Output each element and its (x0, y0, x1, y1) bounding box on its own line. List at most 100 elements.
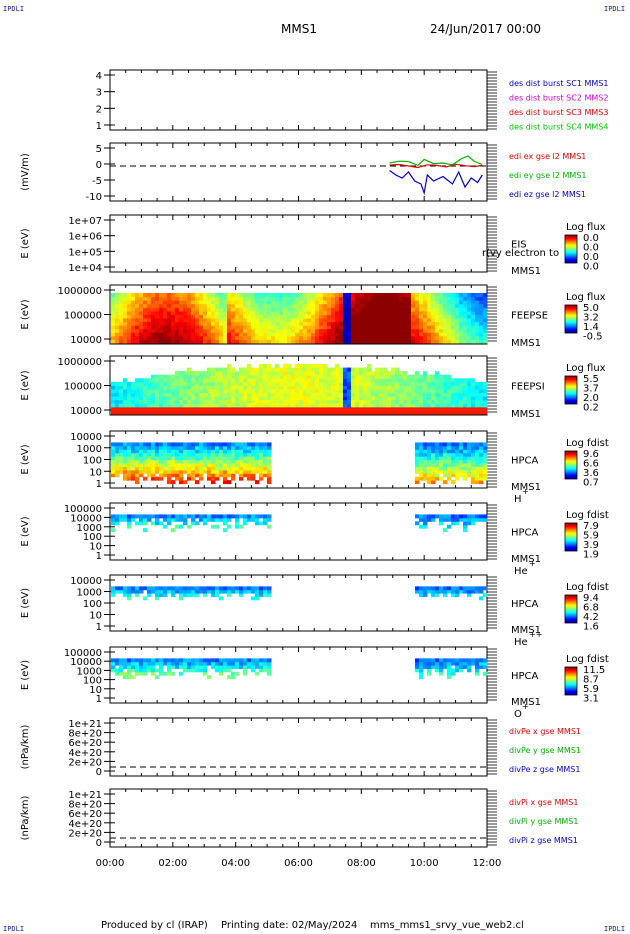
heatmap-cell (431, 410, 436, 415)
heatmap-cell (211, 517, 216, 522)
y-axis-label: E (eV) (20, 516, 31, 546)
heatmap-cell (243, 296, 248, 301)
heatmap-cell (407, 335, 412, 340)
heatmap-cell (435, 476, 440, 481)
heatmap-cell (407, 310, 412, 315)
heatmap-cell (171, 463, 176, 467)
heatmap-cell (427, 466, 432, 471)
heatmap-cell (211, 392, 216, 397)
heatmap-cell (219, 459, 224, 464)
heatmap-cell (143, 293, 148, 298)
heatmap-cell (147, 325, 152, 330)
heatmap-cell (459, 410, 464, 415)
heatmap-cell (295, 399, 300, 404)
heatmap-cell (407, 303, 412, 308)
heatmap-cell (451, 325, 456, 330)
heatmap-cell (127, 589, 132, 594)
heatmap-cell (263, 385, 268, 390)
heatmap-cell (339, 371, 344, 376)
heatmap-cell (275, 300, 280, 305)
heatmap-cell (371, 406, 376, 411)
heatmap-cell (123, 310, 128, 315)
heatmap-cell (267, 339, 272, 344)
heatmap-cell (231, 325, 236, 330)
heatmap-cell (187, 406, 192, 411)
heatmap-cell (163, 318, 168, 323)
heatmap-cell (431, 658, 436, 663)
heatmap-cell (327, 332, 332, 337)
heatmap-cell (327, 389, 332, 394)
heatmap-cell (335, 378, 340, 383)
heatmap-cell (231, 381, 236, 386)
heatmap-cell (363, 328, 368, 333)
heatmap-cell (475, 456, 480, 461)
heatmap-cell (311, 314, 316, 319)
heatmap-cell (411, 328, 416, 333)
heatmap-cell (191, 332, 196, 337)
heatmap-cell (227, 328, 232, 333)
heatmap-cell (339, 303, 344, 308)
heatmap-cell (279, 325, 284, 330)
heatmap-cell (463, 396, 468, 401)
heatmap-cell (243, 521, 248, 526)
heatmap-cell (255, 449, 260, 454)
colorbar-tick-label: -0.5 (583, 332, 603, 343)
heatmap-cell (163, 385, 168, 390)
heatmap-cell (327, 296, 332, 301)
heatmap-cell (363, 378, 368, 383)
heatmap-cell (219, 392, 224, 397)
heatmap-cell (139, 296, 144, 301)
heatmap-cell (187, 367, 192, 372)
heatmap-cell (415, 658, 420, 663)
heatmap-cell (275, 410, 280, 415)
heatmap-cell (127, 456, 132, 461)
heatmap-cell (151, 514, 156, 519)
heatmap-cell (199, 314, 204, 319)
heatmap-cell (183, 480, 188, 485)
heatmap-cell (295, 339, 300, 344)
heatmap-cell (295, 381, 300, 386)
heatmap-cell (207, 314, 212, 319)
heatmap-cell (455, 517, 460, 522)
heatmap-cell (427, 469, 432, 474)
heatmap-cell (479, 300, 484, 305)
heatmap-cell (247, 293, 252, 298)
heatmap-cell (259, 378, 264, 383)
heatmap-cell (203, 456, 208, 461)
heatmap-cell (311, 364, 316, 369)
colorbar-title: Log fdist (566, 654, 609, 665)
heatmap-cell (203, 466, 208, 471)
heatmap-cell (379, 385, 384, 390)
heatmap-cell (183, 410, 188, 415)
heatmap-cell (255, 396, 260, 401)
y-tick-label: 2e+20 (68, 828, 102, 839)
heatmap-cell (255, 521, 260, 526)
heatmap-cell (155, 521, 160, 526)
heatmap-cell (399, 389, 404, 394)
heatmap-cell (467, 452, 472, 457)
heatmap-cell (235, 665, 240, 669)
heatmap-cell (171, 593, 176, 597)
heatmap-cell (471, 452, 476, 457)
heatmap-cell (175, 374, 180, 379)
heatmap-cell (287, 367, 292, 372)
heatmap-cell (223, 445, 228, 450)
heatmap-cell (459, 332, 464, 337)
heatmap-cell (211, 328, 216, 333)
heatmap-cell (147, 473, 152, 478)
heatmap-cell (127, 325, 132, 330)
heatmap-cell (195, 318, 200, 323)
heatmap-cell (195, 473, 200, 478)
heatmap-cell (403, 403, 408, 408)
heatmap-cell (267, 463, 272, 467)
heatmap-cell (311, 374, 316, 379)
heatmap-cell (163, 307, 168, 312)
heatmap-cell (435, 459, 440, 464)
heatmap-cell (131, 318, 136, 323)
heatmap-cell (447, 403, 452, 408)
heatmap-cell (207, 449, 212, 454)
time-tick-label: 10:00 (410, 858, 439, 869)
heatmap-cell (335, 293, 340, 298)
heatmap-cell (383, 385, 388, 390)
heatmap-cell (159, 449, 164, 454)
